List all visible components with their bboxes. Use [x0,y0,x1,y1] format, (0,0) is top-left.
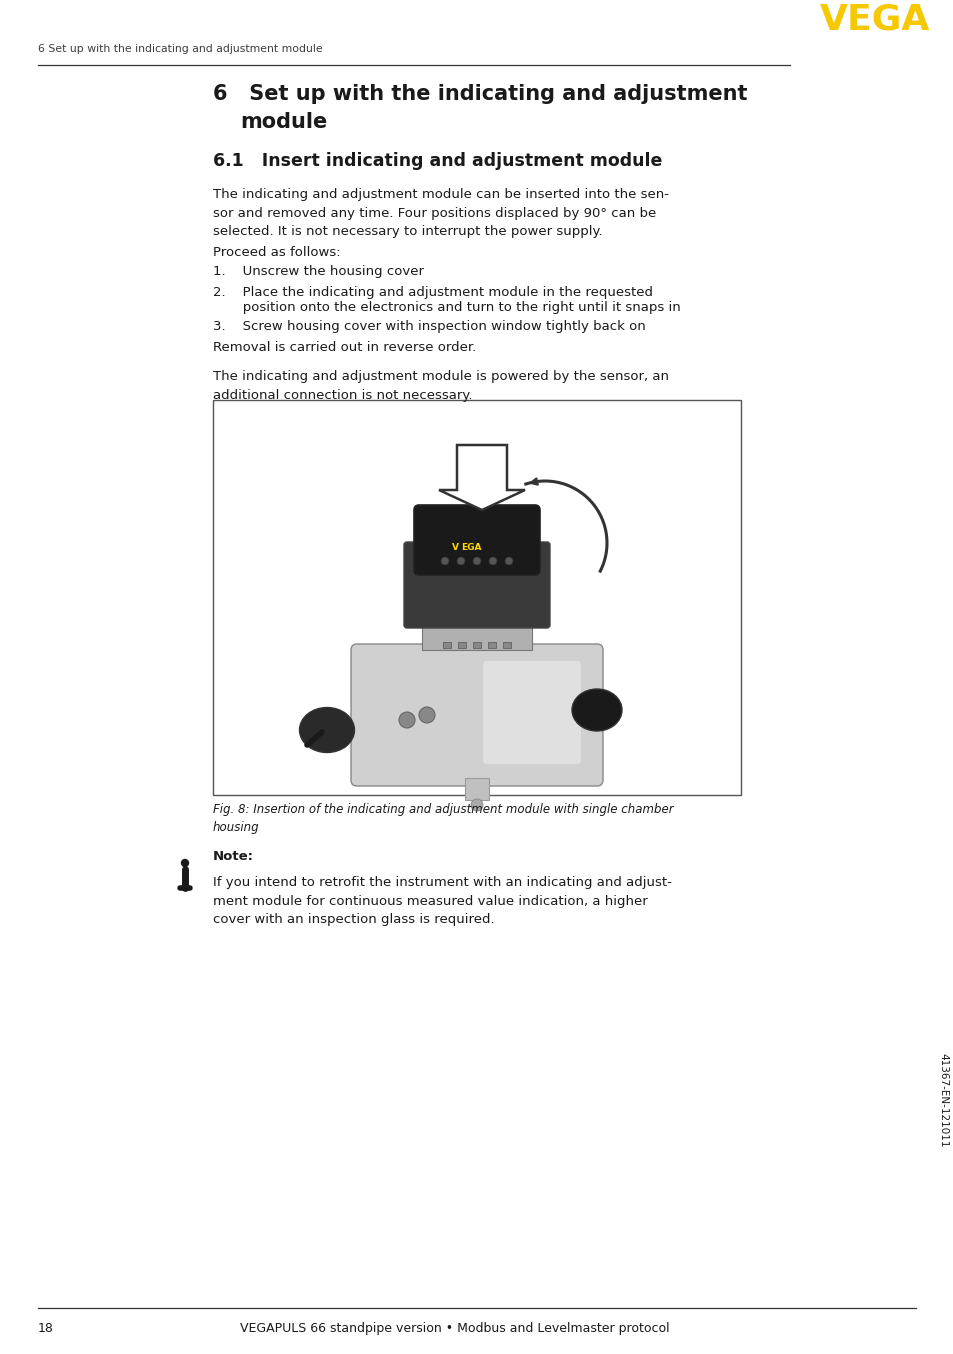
Text: Proceed as follows:: Proceed as follows: [213,246,340,259]
Bar [442,642,451,649]
Text: Fig. 8: Insertion of the indicating and adjustment module with single chamber
ho: Fig. 8: Insertion of the indicating and … [213,803,673,834]
Text: module: module [240,112,327,131]
Text: The indicating and adjustment module is powered by the sensor, an
additional con: The indicating and adjustment module is … [213,370,668,402]
Bar [421,621,532,650]
Text: 6.1   Insert indicating and adjustment module: 6.1 Insert indicating and adjustment mod… [213,152,661,171]
Bar [213,399,740,795]
Circle shape [440,556,449,565]
Circle shape [398,712,415,728]
Bar [502,642,511,649]
FancyBboxPatch shape [414,505,539,575]
Text: 6 Set up with the indicating and adjustment module: 6 Set up with the indicating and adjustm… [38,43,322,54]
Circle shape [473,556,480,565]
Text: VEGAPULS 66 standpipe version • Modbus and Levelmaster protocol: VEGAPULS 66 standpipe version • Modbus a… [240,1322,669,1335]
Text: VEGA: VEGA [820,3,929,37]
Circle shape [489,556,497,565]
Text: If you intend to retrofit the instrument with an indicating and adjust-
ment mod: If you intend to retrofit the instrument… [213,876,671,926]
Ellipse shape [299,708,355,753]
Text: 2.    Place the indicating and adjustment module in the requested: 2. Place the indicating and adjustment m… [213,286,652,299]
Bar [464,779,489,800]
Text: 41367-EN-121011: 41367-EN-121011 [937,1053,947,1147]
Bar [457,642,465,649]
Circle shape [181,860,189,867]
Bar [488,642,496,649]
Text: position onto the electronics and turn to the right until it snaps in: position onto the electronics and turn t… [213,301,680,314]
FancyBboxPatch shape [482,661,580,764]
Bar [473,642,480,649]
FancyBboxPatch shape [403,542,550,628]
Text: EGA: EGA [460,543,480,552]
Circle shape [471,799,482,811]
Text: 6   Set up with the indicating and adjustment: 6 Set up with the indicating and adjustm… [213,84,747,104]
Text: Removal is carried out in reverse order.: Removal is carried out in reverse order. [213,341,476,353]
Text: 1.    Unscrew the housing cover: 1. Unscrew the housing cover [213,265,423,278]
FancyBboxPatch shape [351,645,602,787]
Circle shape [418,707,435,723]
Circle shape [456,556,464,565]
Polygon shape [438,445,524,510]
Text: The indicating and adjustment module can be inserted into the sen-
sor and remov: The indicating and adjustment module can… [213,188,668,238]
Text: V: V [451,543,458,552]
Text: Note:: Note: [213,850,253,862]
Circle shape [504,556,513,565]
Text: 18: 18 [38,1322,53,1335]
Text: 3.    Screw housing cover with inspection window tightly back on: 3. Screw housing cover with inspection w… [213,320,645,333]
Ellipse shape [572,689,621,731]
